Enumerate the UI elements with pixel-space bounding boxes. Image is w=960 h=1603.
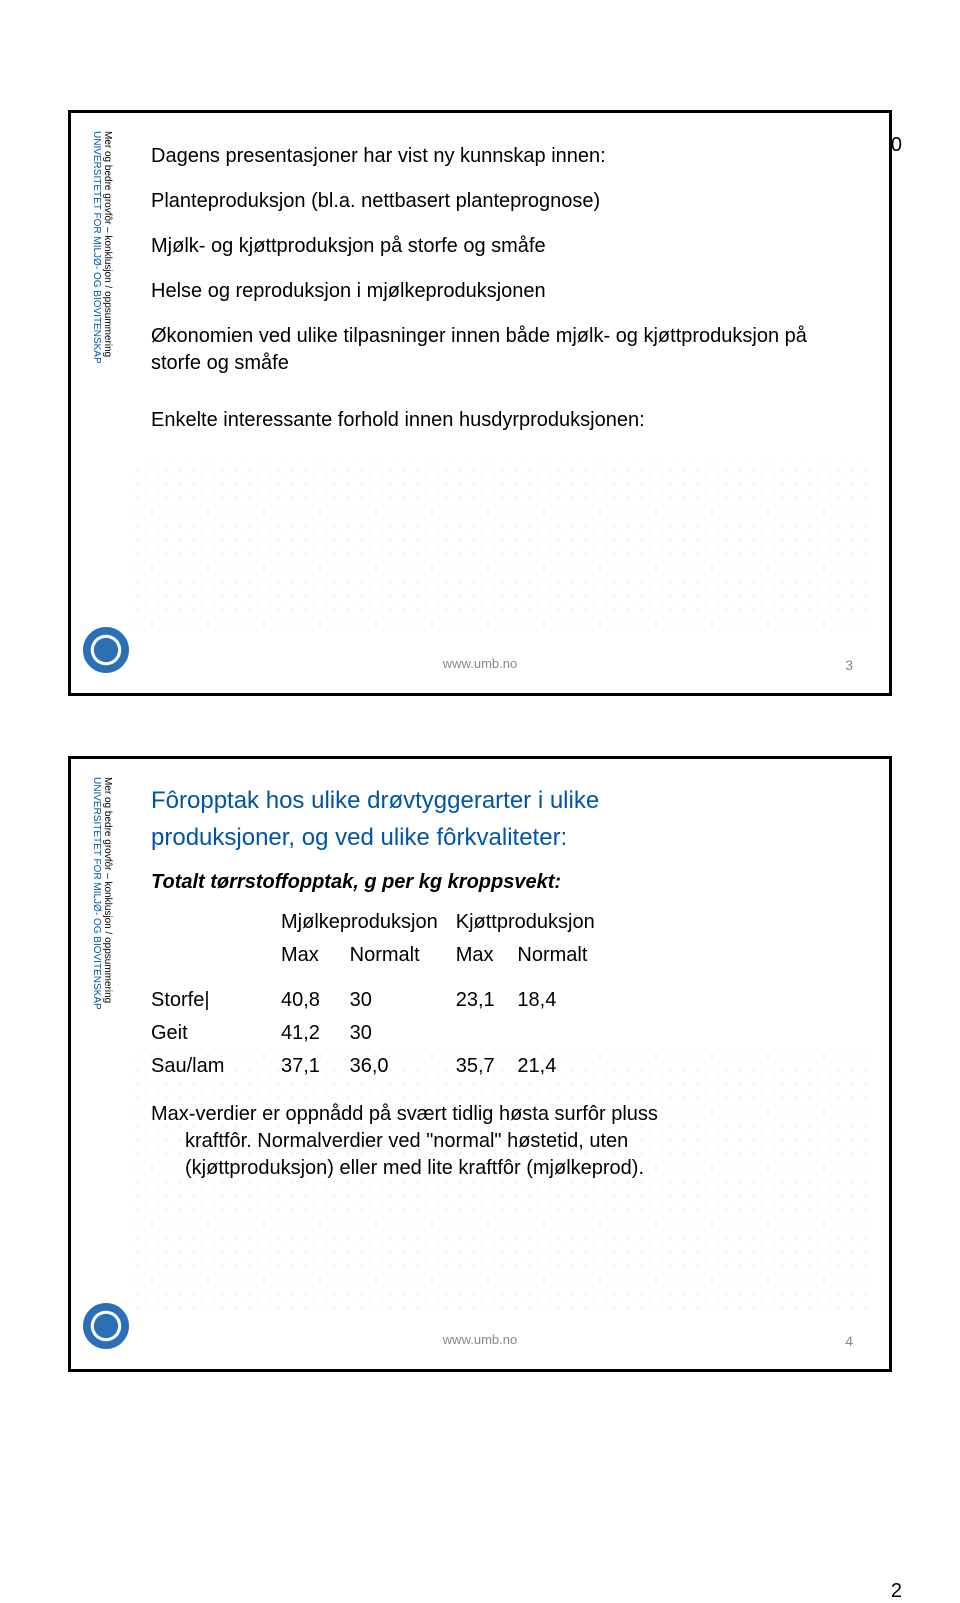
slide1-p5: Økonomien ved ulike tilpasninger innen b… xyxy=(151,323,849,377)
slide-sidebar: Mer og bedre grovfôr – konklusjon / opps… xyxy=(89,131,119,675)
row-label: Storfe| xyxy=(151,984,281,1017)
cell: 30 xyxy=(350,1017,456,1050)
slide1-content: Dagens presentasjoner har vist ny kunnsk… xyxy=(141,113,889,482)
slide1-p6: Enkelte interessante forhold innen husdy… xyxy=(151,407,849,434)
sidebar-line2: UNIVERSITETET FOR MILJØ- OG BIOVITENSKAP xyxy=(91,777,102,1010)
university-seal-icon xyxy=(83,1303,129,1349)
col-mjolk: Mjølkeproduksjon xyxy=(281,906,456,939)
col-norm-1: Normalt xyxy=(350,939,456,972)
table-row: Geit 41,2 30 xyxy=(151,1017,613,1050)
slide1-number: 3 xyxy=(845,657,853,673)
col-kjott: Kjøttproduksjon xyxy=(456,906,613,939)
feed-intake-table: Mjølkeproduksjon Kjøttproduksjon Max Nor… xyxy=(151,906,613,1083)
cell: 40,8 xyxy=(281,984,350,1017)
slide1-p3: Mjølk- og kjøttproduksjon på storfe og s… xyxy=(151,233,849,260)
sidebar-line1: Mer og bedre grovfôr – konklusjon / opps… xyxy=(102,777,113,1003)
note-line3: (kjøttproduksjon) eller med lite kraftfô… xyxy=(151,1155,849,1182)
cell: 30 xyxy=(350,984,456,1017)
slide2-title-l1: Fôropptak hos ulike drøvtyggerarter i ul… xyxy=(151,785,849,816)
slide2-note: Max-verdier er oppnådd på svært tidlig h… xyxy=(151,1101,849,1182)
col-norm-2: Normalt xyxy=(517,939,612,972)
slide-sidebar: Mer og bedre grovfôr – konklusjon / opps… xyxy=(89,777,119,1351)
sidebar-line1: Mer og bedre grovfôr – konklusjon / opps… xyxy=(102,131,113,357)
page-number: 2 xyxy=(891,1580,902,1603)
col-max-1: Max xyxy=(281,939,350,972)
table-header-row-2: Max Normalt Max Normalt xyxy=(151,939,613,972)
slide2-content: Fôropptak hos ulike drøvtyggerarter i ul… xyxy=(141,759,889,1212)
sidebar-line2: UNIVERSITETET FOR MILJØ- OG BIOVITENSKAP xyxy=(91,131,102,364)
col-max-2: Max xyxy=(456,939,518,972)
slide-2: Mer og bedre grovfôr – konklusjon / opps… xyxy=(68,756,892,1372)
slide-1: Mer og bedre grovfôr – konklusjon / opps… xyxy=(68,110,892,696)
slide1-p2: Planteproduksjon (bl.a. nettbasert plant… xyxy=(151,188,849,215)
cell: 35,7 xyxy=(456,1050,518,1083)
slide1-p1: Dagens presentasjoner har vist ny kunnsk… xyxy=(151,143,849,170)
sidebar-text: Mer og bedre grovfôr – konklusjon / opps… xyxy=(91,131,113,364)
note-line2: kraftfôr. Normalverdier ved "normal" høs… xyxy=(151,1128,849,1155)
cell: 18,4 xyxy=(517,984,612,1017)
cell xyxy=(456,1017,518,1050)
background-pattern xyxy=(131,463,869,633)
cell: 37,1 xyxy=(281,1050,350,1083)
row-label: Sau/lam xyxy=(151,1050,281,1083)
cell: 21,4 xyxy=(517,1050,612,1083)
university-seal-icon xyxy=(83,627,129,673)
sidebar-text: Mer og bedre grovfôr – konklusjon / opps… xyxy=(91,777,113,1010)
table-header-row-1: Mjølkeproduksjon Kjøttproduksjon xyxy=(151,906,613,939)
slide2-subhead: Totalt tørrstoffopptak, g per kg kroppsv… xyxy=(151,869,849,896)
table-row: Sau/lam 37,1 36,0 35,7 21,4 xyxy=(151,1050,613,1083)
footer-url: www.umb.no xyxy=(443,656,517,671)
table-row: Storfe| 40,8 30 23,1 18,4 xyxy=(151,984,613,1017)
cell: 36,0 xyxy=(350,1050,456,1083)
row-label: Geit xyxy=(151,1017,281,1050)
cell: 41,2 xyxy=(281,1017,350,1050)
cell: 23,1 xyxy=(456,984,518,1017)
footer-url: www.umb.no xyxy=(443,1332,517,1347)
slide1-p4: Helse og reproduksjon i mjølkeproduksjon… xyxy=(151,278,849,305)
slide2-title-l2: produksjoner, og ved ulike fôrkvaliteter… xyxy=(151,822,849,853)
note-line1: Max-verdier er oppnådd på svært tidlig h… xyxy=(151,1103,658,1125)
cell xyxy=(517,1017,612,1050)
slide2-number: 4 xyxy=(845,1333,853,1349)
